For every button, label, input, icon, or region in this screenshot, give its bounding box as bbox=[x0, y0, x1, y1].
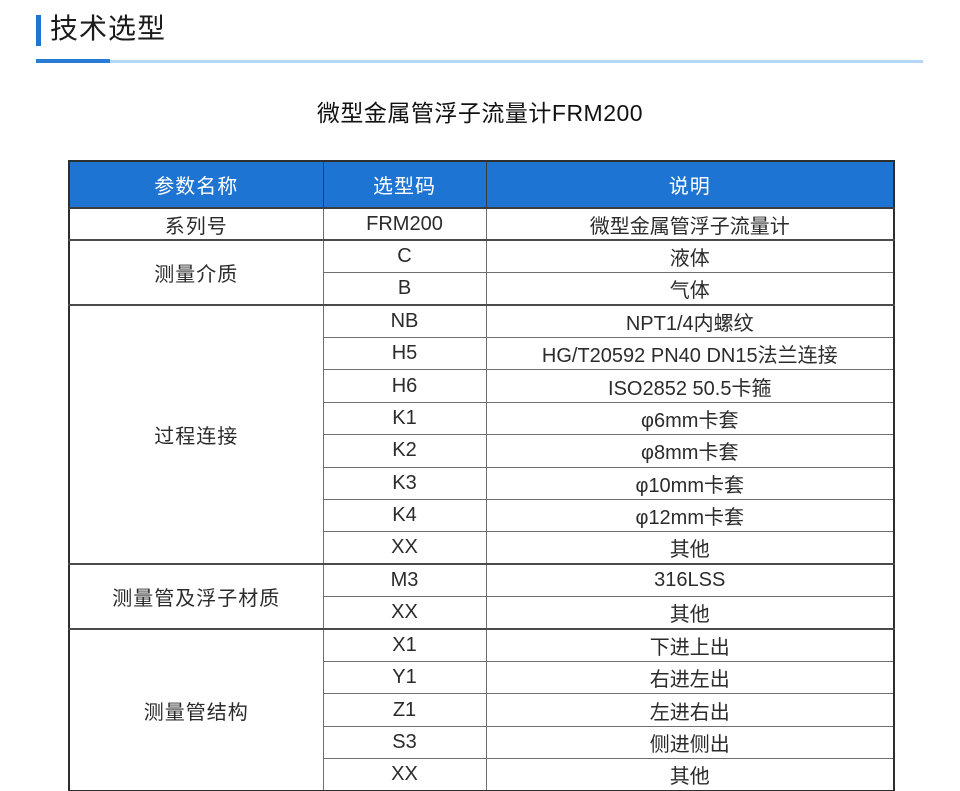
desc-cell: φ6mm卡套 bbox=[485, 401, 895, 435]
column-header-0: 参数名称 bbox=[68, 160, 324, 209]
table-group: 过程连接 NB NPT1/4内螺纹 H5 HG/T20592 PN40 DN15法兰连接… bbox=[68, 304, 895, 565]
column-header-2: 说明 bbox=[485, 160, 895, 209]
desc-cell: 下进上出 bbox=[485, 628, 895, 662]
table-group: 测量管及浮子材质 M3 316LSS XX 其他 bbox=[68, 563, 895, 630]
code-cell: Y1 bbox=[322, 660, 487, 694]
heading-underline-light bbox=[110, 60, 923, 63]
code-cell: XX bbox=[322, 596, 487, 630]
table-row: B 气体 bbox=[69, 272, 895, 306]
param-cell: 过程连接 bbox=[68, 304, 324, 565]
table-row: 过程连接 NB NPT1/4内螺纹 bbox=[68, 304, 895, 565]
table-group: 测量介质 C 液体 B 气体 bbox=[68, 239, 895, 306]
heading-accent-bar bbox=[36, 15, 41, 46]
desc-cell: 右进左出 bbox=[485, 660, 895, 694]
desc-cell: φ12mm卡套 bbox=[485, 499, 895, 532]
table-group: 系列号 FRM200 微型金属管浮子流量计 bbox=[68, 206, 895, 241]
desc-cell: NPT1/4内螺纹 bbox=[485, 304, 895, 338]
code-cell: NB bbox=[322, 304, 487, 338]
desc-cell: 液体 bbox=[485, 239, 895, 273]
page-title: 技术选型 bbox=[50, 13, 167, 44]
desc-cell: 侧进侧出 bbox=[485, 725, 895, 759]
heading-underline-dark bbox=[36, 59, 110, 63]
desc-cell: 316LSS bbox=[485, 563, 895, 597]
table-row: XX 其他 bbox=[69, 531, 895, 565]
table-row: Y1 右进左出 bbox=[69, 660, 895, 694]
param-cell: 测量介质 bbox=[68, 239, 324, 306]
desc-cell: 气体 bbox=[485, 272, 895, 306]
code-cell: S3 bbox=[322, 725, 487, 759]
table-row: K3 φ10mm卡套 bbox=[69, 466, 895, 500]
param-cell: 测量管及浮子材质 bbox=[68, 563, 324, 630]
table-row: Z1 左进右出 bbox=[69, 693, 895, 727]
desc-cell: φ8mm卡套 bbox=[485, 434, 895, 468]
code-cell: K1 bbox=[322, 401, 487, 435]
code-cell: M3 bbox=[322, 563, 487, 597]
selection-table: 参数名称 选型码 说明 系列号 FRM200 微型金属管浮子流量计 测量介质 C 液体 B 气体过… bbox=[68, 160, 895, 791]
table-row: K1 φ6mm卡套 bbox=[69, 401, 895, 435]
table-group: 测量管结构 X1 下进上出 Y1 右进左出 Z1 左进右出 S3 侧进侧出 XX 其他 bbox=[68, 628, 895, 791]
table-row: K4 φ12mm卡套 bbox=[69, 499, 895, 532]
desc-cell: 其他 bbox=[485, 531, 895, 565]
desc-cell: 微型金属管浮子流量计 bbox=[485, 206, 895, 241]
column-header-1: 选型码 bbox=[322, 160, 487, 209]
table-row: XX 其他 bbox=[69, 596, 895, 630]
code-cell: FRM200 bbox=[322, 206, 487, 241]
table-row: S3 侧进侧出 bbox=[69, 725, 895, 759]
table-row: 测量介质 C 液体 bbox=[68, 239, 895, 306]
code-cell: XX bbox=[322, 531, 487, 565]
selection-table-header: 参数名称 选型码 说明 bbox=[68, 160, 895, 209]
code-cell: Z1 bbox=[322, 693, 487, 727]
code-cell: K2 bbox=[322, 434, 487, 468]
table-row: K2 φ8mm卡套 bbox=[69, 434, 895, 468]
desc-cell: 其他 bbox=[485, 596, 895, 630]
desc-cell: 其他 bbox=[485, 758, 895, 791]
table-row: 测量管及浮子材质 M3 316LSS bbox=[68, 563, 895, 630]
desc-cell: 左进右出 bbox=[485, 693, 895, 727]
code-cell: H5 bbox=[322, 337, 487, 370]
code-cell: XX bbox=[322, 758, 487, 791]
desc-cell: φ10mm卡套 bbox=[485, 466, 895, 500]
code-cell: B bbox=[322, 272, 487, 306]
code-cell: C bbox=[322, 239, 487, 273]
param-cell: 测量管结构 bbox=[68, 628, 324, 791]
table-row: 测量管结构 X1 下进上出 bbox=[68, 628, 895, 791]
table-row: H6 ISO2852 50.5卡箍 bbox=[69, 369, 895, 403]
code-cell: X1 bbox=[322, 628, 487, 662]
table-row: H5 HG/T20592 PN40 DN15法兰连接 bbox=[69, 337, 895, 370]
code-cell: K3 bbox=[322, 466, 487, 500]
table-row: 系列号 FRM200 微型金属管浮子流量计 bbox=[68, 206, 895, 241]
table-row: XX 其他 bbox=[69, 758, 895, 791]
header-row: 参数名称 选型码 说明 bbox=[68, 160, 895, 209]
desc-cell: HG/T20592 PN40 DN15法兰连接 bbox=[485, 337, 895, 370]
desc-cell: ISO2852 50.5卡箍 bbox=[485, 369, 895, 403]
code-cell: H6 bbox=[322, 369, 487, 403]
table-title: 微型金属管浮子流量计FRM200 bbox=[316, 100, 644, 126]
param-cell: 系列号 bbox=[68, 206, 324, 241]
code-cell: K4 bbox=[322, 499, 487, 532]
